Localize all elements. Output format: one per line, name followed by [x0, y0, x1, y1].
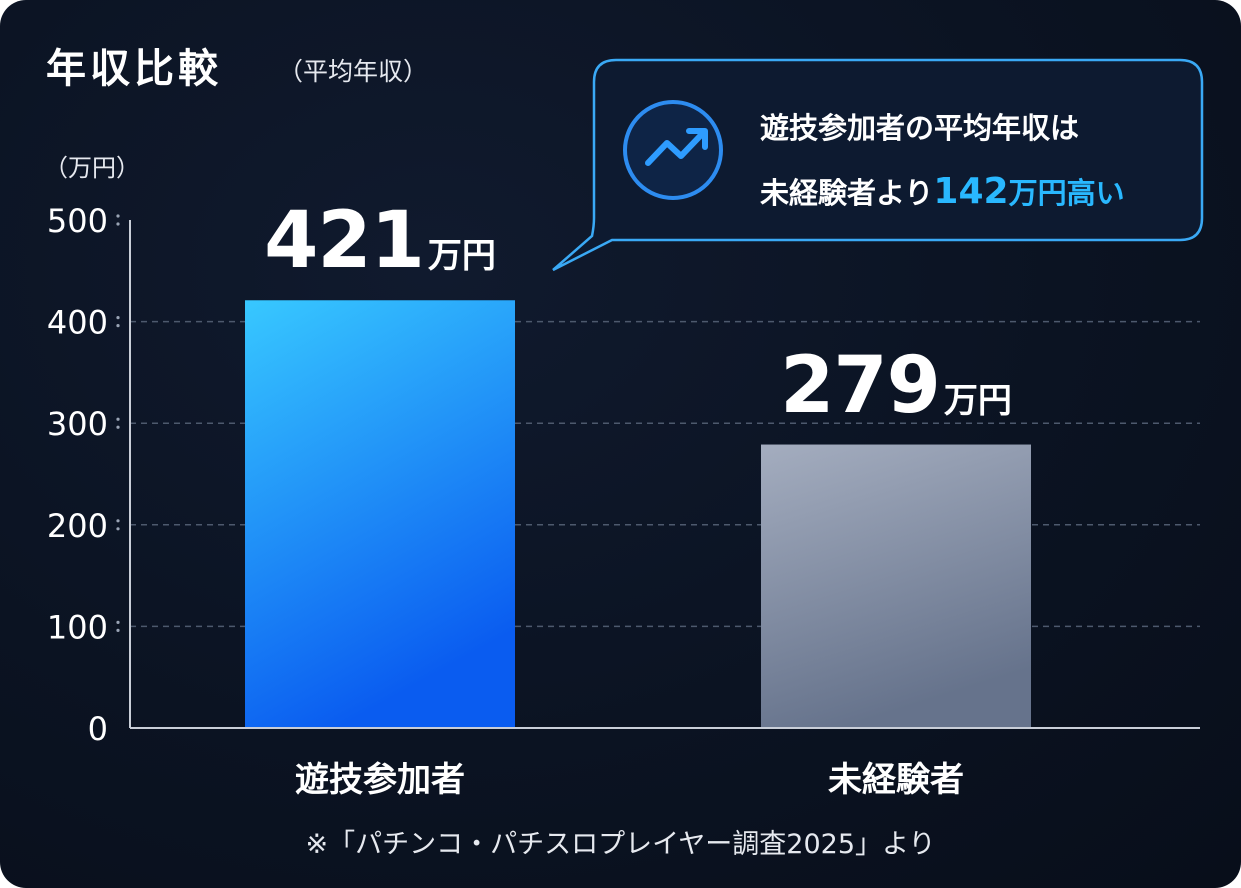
- bar-value-label-inexperienced: 279 万円: [716, 341, 1076, 431]
- y-tick-label: 500: [47, 202, 108, 240]
- y-tick-label: 0: [88, 710, 108, 748]
- bar-value-number: 279: [780, 340, 941, 431]
- y-axis-unit-label: （万円）: [44, 154, 140, 182]
- callout-line-2: 未経験者より142万円高い: [760, 160, 1125, 225]
- chart-title: 年収比較: [46, 46, 222, 92]
- category-label-participant: 遊技参加者: [295, 760, 465, 800]
- y-tick-label: 300: [47, 405, 108, 443]
- tick-mark-dot: [116, 222, 120, 226]
- tick-mark-dot: [116, 214, 120, 218]
- tick-mark-dot: [116, 527, 120, 531]
- bar-value-number: 421: [264, 196, 425, 287]
- source-note: ※「パチンコ・パチスロプレイヤー調査2025」より: [305, 829, 936, 860]
- bar-value-unit: 万円: [427, 236, 496, 277]
- tick-mark-dot: [116, 628, 120, 633]
- bar-value-unit: 万円: [943, 380, 1012, 421]
- callout-message: 遊技参加者の平均年収は 未経験者より142万円高い: [760, 96, 1125, 225]
- tick-mark-dot: [116, 425, 120, 429]
- y-tick-labels: 0 100 200 300 400 500: [47, 202, 120, 748]
- callout-highlight-suffix: 万円高い: [1008, 176, 1125, 210]
- y-tick-label: 400: [47, 304, 108, 342]
- chart-subtitle: （平均年収）: [278, 57, 429, 86]
- trending-up-icon: [623, 100, 723, 200]
- tick-mark-dot: [116, 316, 120, 320]
- bar-participant: [245, 300, 515, 728]
- tick-mark-dot: [116, 324, 120, 328]
- bars: [245, 300, 1031, 728]
- tick-mark-dot: [116, 620, 120, 625]
- tick-mark-dot: [116, 519, 120, 523]
- category-label-inexperienced: 未経験者: [828, 760, 964, 800]
- bar-inexperienced: [761, 444, 1031, 728]
- y-tick-label: 100: [47, 608, 108, 646]
- y-tick-label: 200: [47, 507, 108, 545]
- bar-value-label-participant: 421 万円: [200, 196, 560, 286]
- callout-line-2-prefix: 未経験者より: [760, 176, 934, 210]
- callout-line-1: 遊技参加者の平均年収は: [760, 111, 1080, 145]
- tick-mark-dot: [116, 417, 120, 421]
- callout-highlight-number: 142: [933, 171, 1009, 212]
